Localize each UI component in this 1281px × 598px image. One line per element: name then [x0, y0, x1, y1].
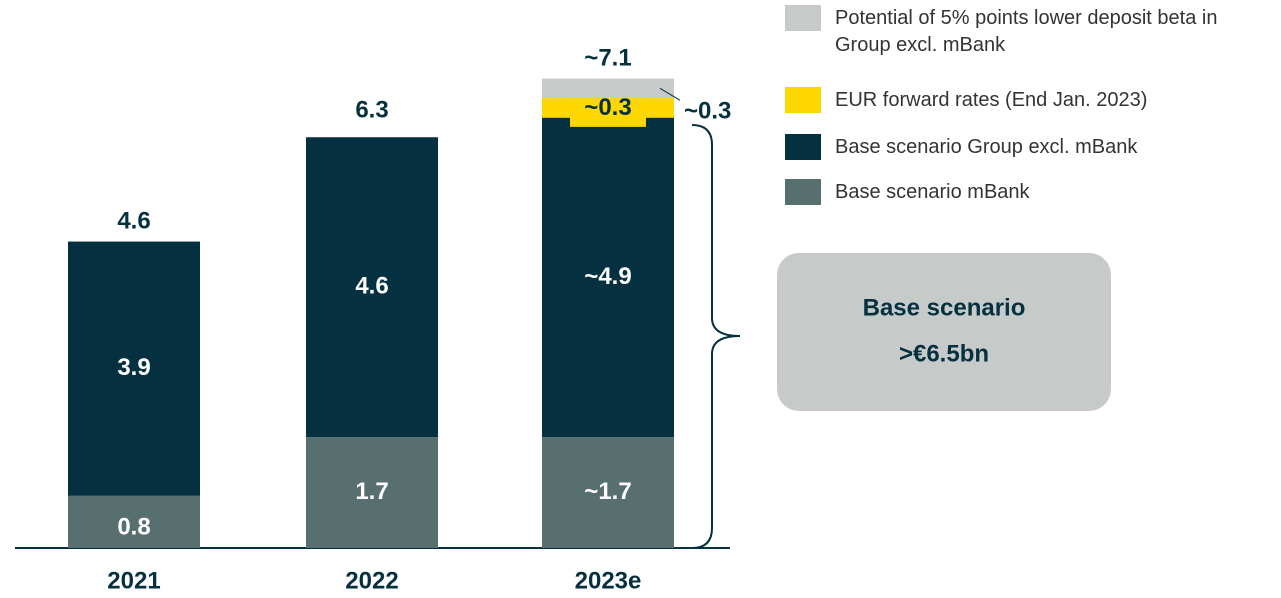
- bar-segment: [68, 241, 200, 496]
- segment-label: ~0.3: [584, 94, 631, 121]
- legend-swatch: [785, 134, 821, 160]
- bar-segment: [306, 137, 438, 438]
- legend-item: Base scenario mBank: [785, 179, 1255, 206]
- segment-label: 1.7: [355, 478, 388, 505]
- legend-swatch: [785, 5, 821, 31]
- annotation-box: [777, 253, 1111, 411]
- annotation-text: Base scenario: [863, 294, 1026, 321]
- legend-swatch: [785, 179, 821, 205]
- x-tick-label: 2021: [107, 567, 160, 594]
- bar-segment: [542, 117, 674, 438]
- bar-segment: [542, 78, 674, 99]
- total-label: 4.6: [117, 207, 150, 234]
- segment-label: 3.9: [117, 354, 150, 381]
- bar-segment: [68, 495, 200, 548]
- segment-label: ~1.7: [584, 478, 631, 505]
- total-label: 6.3: [355, 97, 388, 124]
- segment-label: ~0.3: [684, 98, 731, 125]
- total-label: ~7.1: [584, 44, 631, 71]
- segment-label: ~4.9: [584, 263, 631, 290]
- legend-item: Base scenario Group excl. mBank: [785, 134, 1255, 161]
- legend-label: Potential of 5% points lower deposit bet…: [835, 7, 1218, 56]
- x-tick-label: 2022: [345, 567, 398, 594]
- segment-label: 4.6: [355, 273, 388, 300]
- bar-segment: [542, 437, 674, 548]
- legend-item: EUR forward rates (End Jan. 2023): [785, 87, 1255, 114]
- x-tick-label: 2023e: [575, 567, 642, 594]
- brace: [691, 124, 741, 549]
- leader-line: [659, 87, 681, 101]
- legend-label: EUR forward rates (End Jan. 2023): [835, 89, 1148, 111]
- annotation-text: >€6.5bn: [899, 340, 989, 367]
- bar-segment: [306, 437, 438, 548]
- legend-label: Base scenario mBank: [835, 181, 1030, 203]
- legend-swatch: [785, 87, 821, 113]
- legend-label: Base scenario Group excl. mBank: [835, 136, 1138, 158]
- segment-label: 0.8: [117, 513, 150, 540]
- legend-item: Potential of 5% points lower deposit bet…: [785, 5, 1255, 59]
